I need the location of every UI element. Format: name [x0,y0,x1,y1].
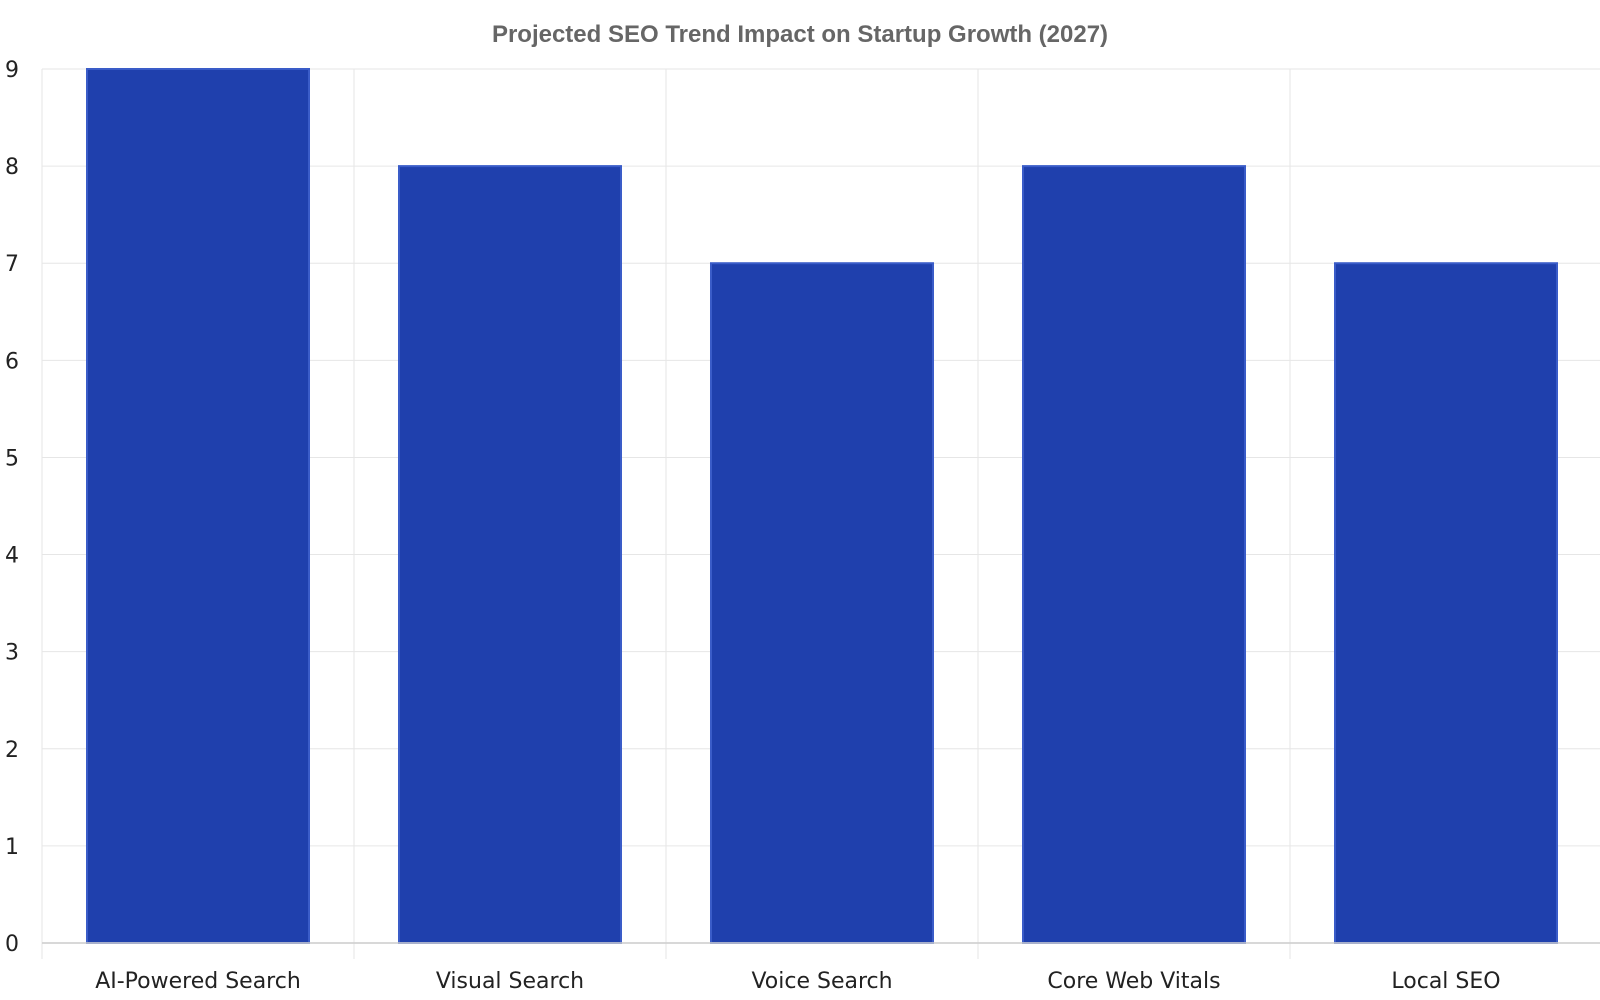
bar [1022,165,1246,945]
x-tick-label: AI-Powered Search [95,969,301,994]
x-tick-label: Core Web Vitals [1047,969,1220,994]
bar [710,262,934,944]
bar [86,68,310,944]
bar [398,165,622,945]
y-tick-label: 4 [5,544,19,569]
y-tick-label: 8 [5,155,19,180]
chart-title: Projected SEO Trend Impact on Startup Gr… [492,21,1108,48]
y-tick-label: 0 [5,932,19,957]
y-tick-label: 7 [5,252,19,277]
x-tick-label: Visual Search [436,969,584,994]
y-tick-label: 1 [5,835,19,860]
y-tick-label: 2 [5,738,19,763]
y-tick-label: 9 [5,58,19,83]
x-tick-label: Voice Search [751,969,892,994]
y-tick-label: 5 [5,446,19,471]
x-tick-labels: AI-Powered Search Visual Search Voice Sear… [95,969,1500,994]
y-tick-labels: 0 1 2 3 4 5 6 7 8 9 [5,58,19,957]
x-tick-label: Local SEO [1391,969,1500,994]
y-tick-label: 6 [5,349,19,374]
bars [86,68,1558,945]
y-tick-label: 3 [5,641,19,666]
bar [1334,262,1558,944]
